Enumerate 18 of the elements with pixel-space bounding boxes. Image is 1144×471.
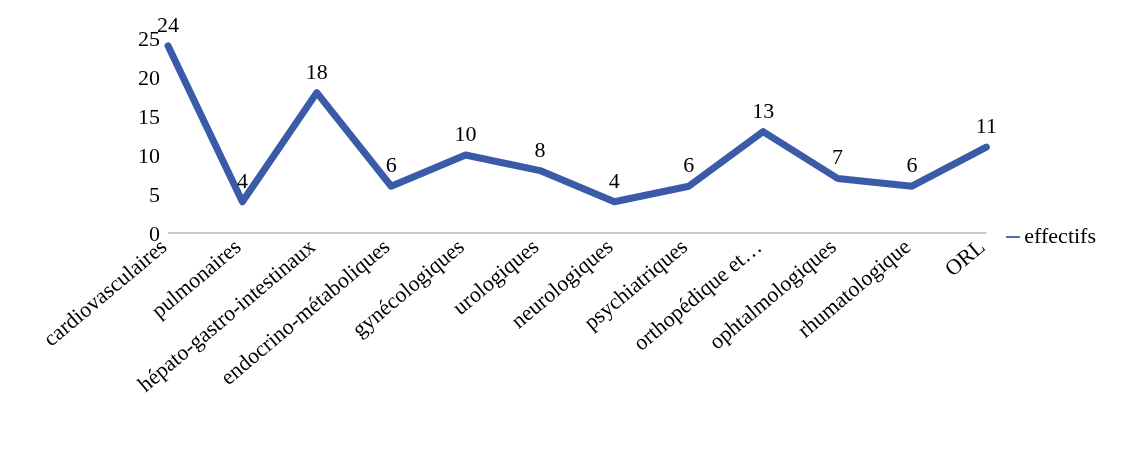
legend-label: effectifs [1024, 222, 1096, 248]
data-label: 18 [305, 58, 328, 84]
data-label: 7 [832, 144, 844, 170]
data-label: 4 [608, 167, 620, 193]
data-label: 13 [752, 97, 775, 123]
data-label: 11 [975, 113, 997, 139]
data-label: 10 [454, 121, 477, 146]
data-label: 4 [236, 167, 248, 193]
y-tick-label: 5 [149, 181, 160, 207]
data-label: 6 [683, 152, 695, 178]
data-label: 6 [385, 152, 397, 178]
data-label: 6 [906, 152, 918, 178]
y-tick-label: 10 [138, 142, 160, 168]
y-tick-label: 15 [138, 103, 160, 129]
data-label: 24 [157, 11, 179, 37]
x-tick-label: ORL [939, 233, 990, 282]
y-tick-label: 20 [138, 64, 160, 90]
data-label: 8 [534, 136, 546, 162]
